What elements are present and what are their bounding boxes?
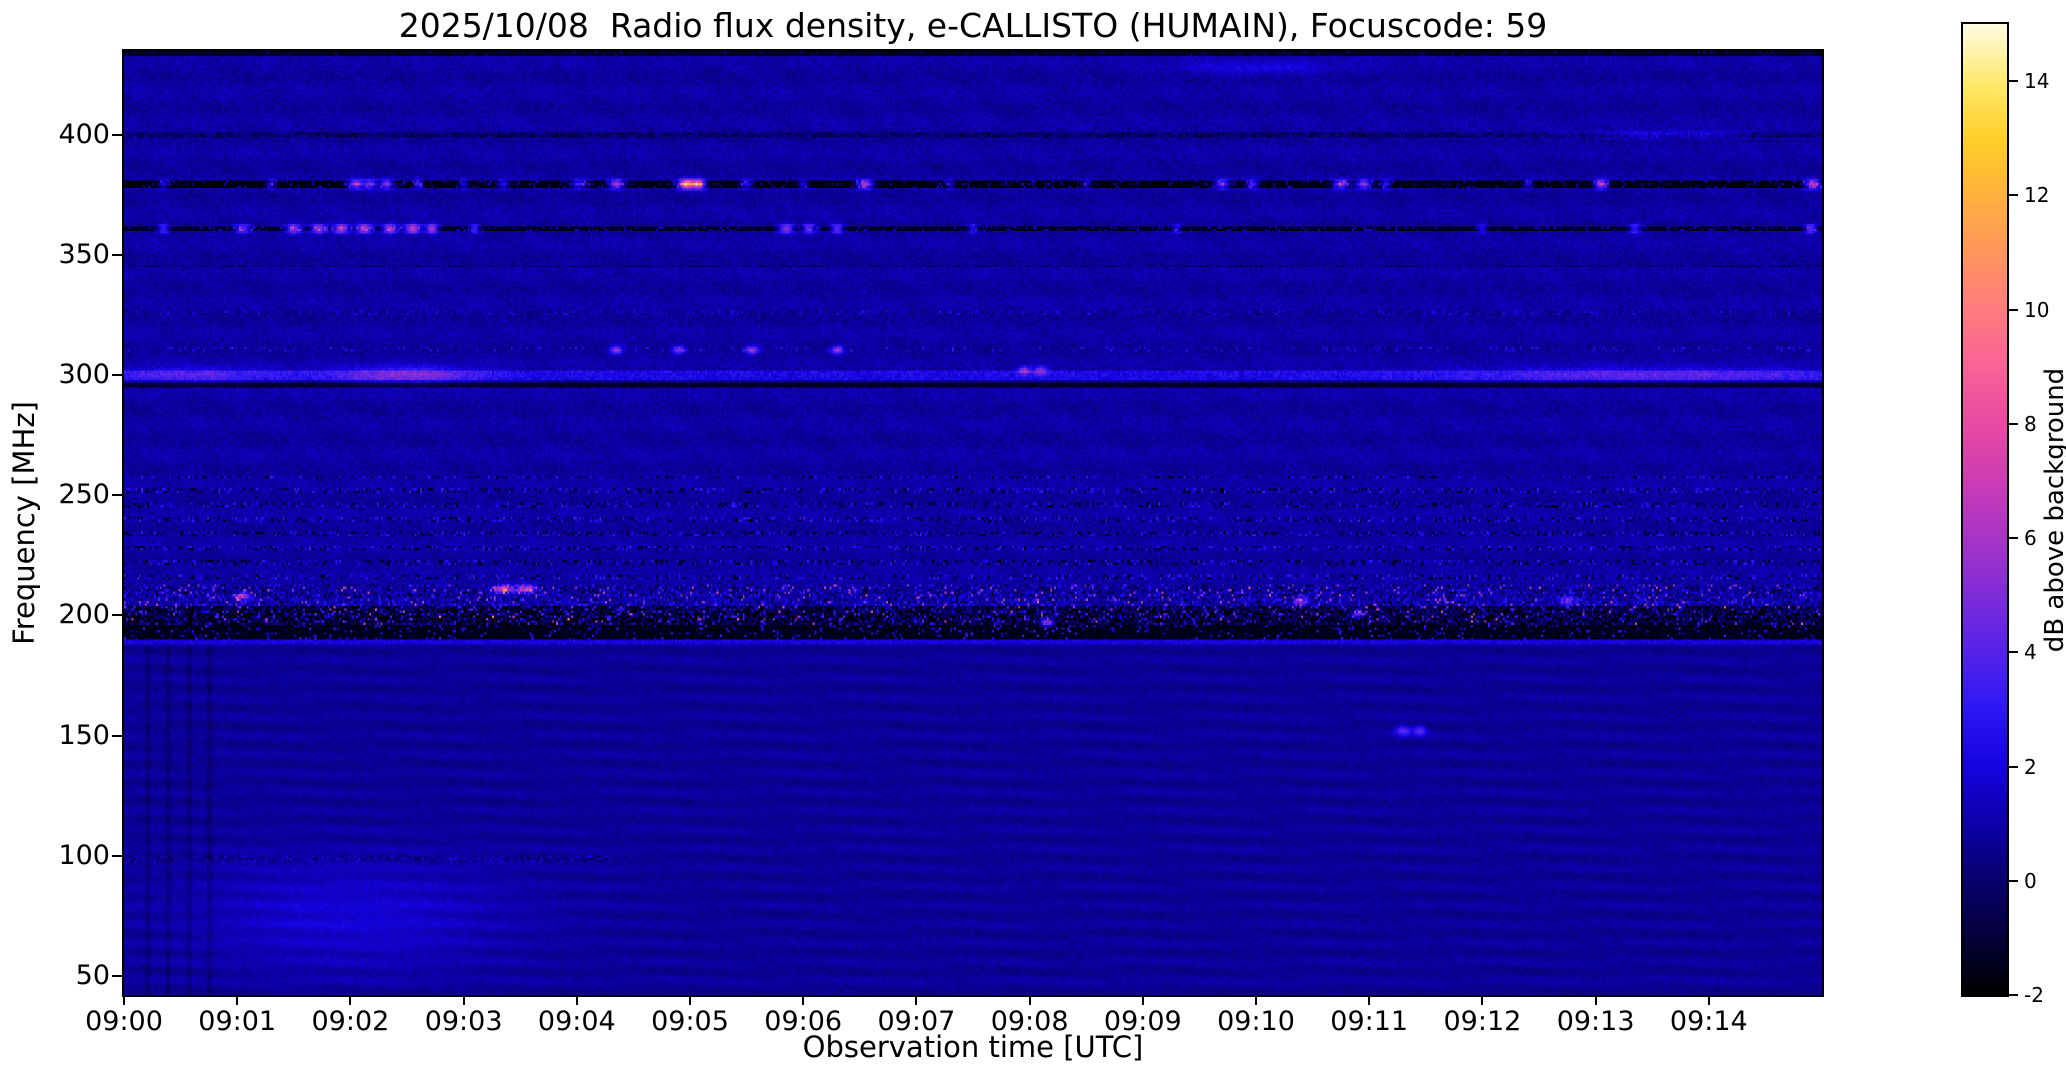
x-tick-mark (123, 995, 125, 1005)
x-tick-label: 09:04 (537, 1006, 616, 1037)
colorbar-tick-label: 6 (2024, 526, 2037, 551)
x-tick-mark (915, 995, 918, 1005)
colorbar-tick-label: 12 (2024, 183, 2050, 208)
y-tick-mark (112, 734, 122, 737)
x-tick-mark (575, 995, 578, 1005)
x-tick-mark (1255, 995, 1257, 1005)
colorbar-tick-mark (2009, 80, 2018, 83)
colorbar-gradient (1963, 24, 2007, 995)
y-tick-label: 150 (58, 719, 110, 751)
colorbar-tick-label: 8 (2024, 411, 2037, 436)
colorbar-frame (1961, 22, 2009, 997)
x-tick-label: 09:05 (651, 1006, 729, 1037)
y-tick-label: 100 (58, 839, 110, 871)
x-tick-label: 09:12 (1443, 1006, 1522, 1037)
y-tick-mark (112, 374, 122, 377)
colorbar-tick-label: 10 (2024, 297, 2050, 322)
x-tick-mark (689, 995, 691, 1005)
x-tick-mark (1707, 995, 1710, 1005)
x-tick-label: 09:13 (1556, 1006, 1635, 1037)
x-tick-mark (462, 995, 465, 1005)
x-tick-label: 09:01 (198, 1006, 277, 1037)
colorbar-tick-mark (2009, 879, 2018, 882)
colorbar-tick-mark (2009, 422, 2018, 425)
colorbar-tick-mark (2009, 651, 2018, 654)
x-tick-label: 09:00 (85, 1006, 163, 1037)
x-tick-label: 09:06 (764, 1006, 843, 1037)
x-tick-mark (1028, 995, 1031, 1005)
colorbar-tick-label: 2 (2024, 754, 2037, 779)
x-tick-label: 09:07 (877, 1006, 956, 1037)
spectrogram-heatmap (124, 51, 1822, 995)
chart-title: 2025/10/08 Radio flux density, e-CALLIST… (398, 6, 1548, 45)
colorbar-tick-mark (2009, 537, 2018, 540)
x-tick-label: 09:09 (1103, 1006, 1182, 1037)
colorbar-tick-mark (2009, 994, 2018, 996)
y-tick-label: 50 (75, 959, 110, 991)
y-tick-label: 300 (58, 359, 110, 391)
y-tick-label: 250 (58, 479, 110, 511)
y-tick-mark (112, 254, 122, 257)
x-tick-mark (236, 995, 239, 1005)
y-tick-label: 200 (58, 599, 110, 631)
y-tick-mark (112, 614, 122, 617)
y-tick-label: 400 (58, 119, 110, 151)
x-tick-mark (802, 995, 805, 1005)
x-tick-mark (1481, 995, 1484, 1005)
y-tick-label: 350 (58, 239, 110, 271)
x-tick-label: 09:11 (1330, 1006, 1409, 1037)
x-tick-label: 09:14 (1669, 1006, 1748, 1037)
x-tick-mark (1141, 995, 1144, 1005)
colorbar-tick-label: 14 (2024, 69, 2050, 94)
y-tick-mark (112, 974, 122, 977)
x-tick-label: 09:02 (311, 1006, 390, 1037)
colorbar-tick-mark (2009, 308, 2018, 311)
y-tick-mark (112, 494, 122, 497)
x-tick-mark (1368, 995, 1371, 1005)
x-axis-label: Observation time [UTC] (802, 1030, 1144, 1064)
colorbar-tick-label: -2 (2024, 983, 2044, 1007)
x-tick-label: 09:10 (1217, 1006, 1295, 1037)
y-tick-mark (112, 854, 122, 857)
x-tick-mark (1594, 995, 1597, 1005)
colorbar-label: dB above background (2040, 367, 2066, 653)
x-tick-mark (349, 995, 352, 1005)
colorbar-tick-label: 4 (2024, 640, 2037, 665)
x-tick-label: 09:08 (990, 1006, 1069, 1037)
y-tick-mark (112, 134, 122, 137)
colorbar-tick-mark (2009, 194, 2018, 197)
colorbar-tick-mark (2009, 765, 2018, 768)
colorbar-tick-label: 0 (2024, 868, 2037, 893)
x-tick-label: 09:03 (424, 1006, 503, 1037)
